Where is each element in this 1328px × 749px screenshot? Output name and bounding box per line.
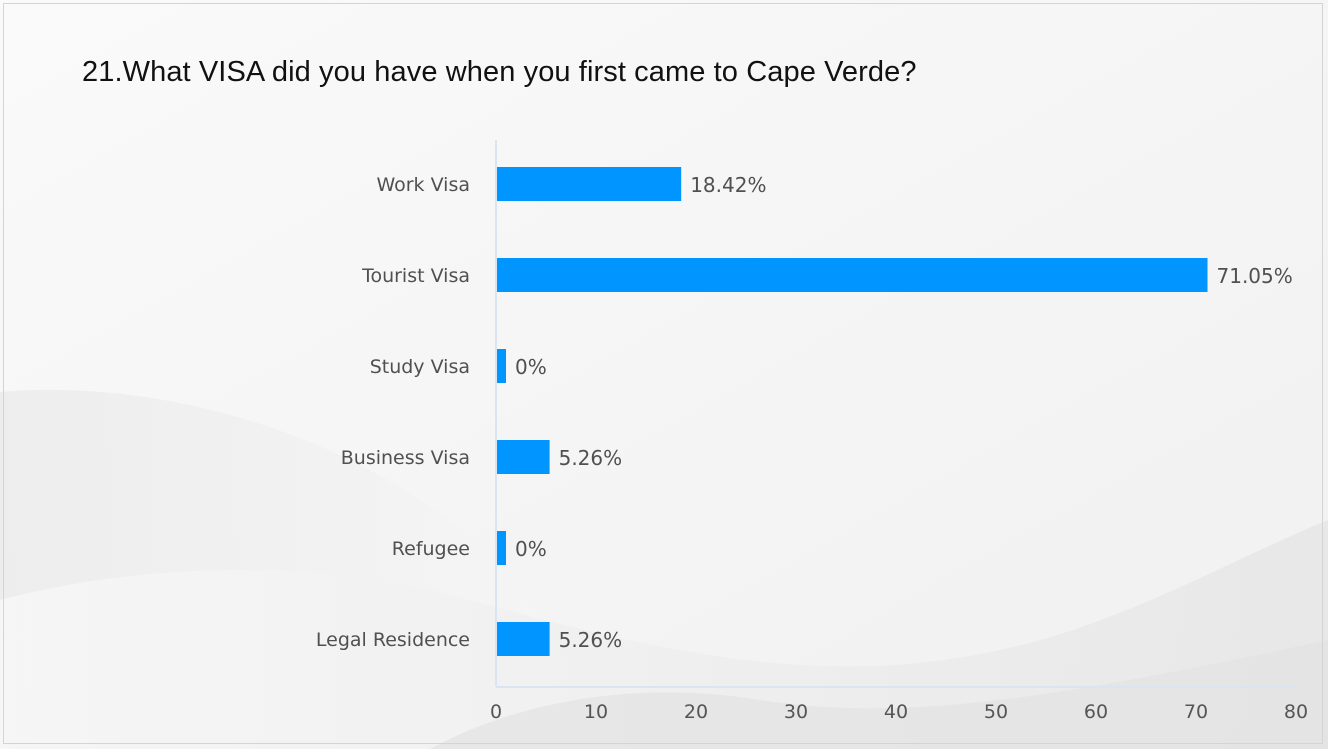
x-tick-label: 30	[784, 701, 808, 723]
x-tick-label: 60	[1084, 701, 1108, 723]
x-tick-label: 50	[984, 701, 1008, 723]
x-tick-label: 40	[884, 701, 908, 723]
category-label: Business Visa	[341, 447, 470, 469]
bar	[497, 258, 1208, 292]
x-tick-label: 20	[684, 701, 708, 723]
x-tick-label: 70	[1184, 701, 1208, 723]
data-label: 0%	[515, 537, 547, 561]
slide-frame	[3, 3, 1323, 744]
data-label: 71.05%	[1217, 264, 1293, 288]
bar	[497, 622, 550, 656]
data-label: 5.26%	[559, 446, 623, 470]
category-label: Tourist Visa	[361, 265, 470, 287]
x-tick-label: 80	[1284, 701, 1308, 723]
bar	[497, 531, 506, 565]
category-label: Work Visa	[376, 174, 470, 196]
x-tick-label: 0	[490, 701, 502, 723]
data-label: 5.26%	[559, 628, 623, 652]
x-tick-label: 10	[584, 701, 608, 723]
data-label: 18.42%	[690, 173, 766, 197]
category-label: Refugee	[392, 538, 470, 560]
bar	[497, 167, 682, 201]
data-label: 0%	[515, 355, 547, 379]
bar	[497, 440, 550, 474]
category-label: Study Visa	[370, 356, 470, 378]
category-label: Legal Residence	[316, 629, 470, 651]
bar	[497, 349, 506, 383]
chart-title: 21.What VISA did you have when you first…	[82, 56, 917, 88]
